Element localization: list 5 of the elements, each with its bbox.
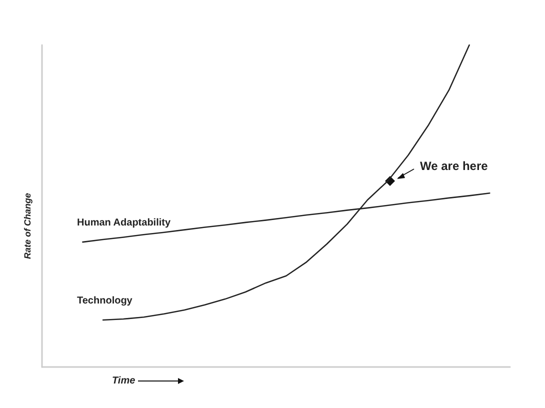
y-axis-title: Rate of Change [22,192,32,260]
series-label: Technology [77,295,133,306]
series-label: Human Adaptability [77,218,171,229]
x-axis-title: Time [112,376,136,386]
annotation: We are here [420,159,488,173]
